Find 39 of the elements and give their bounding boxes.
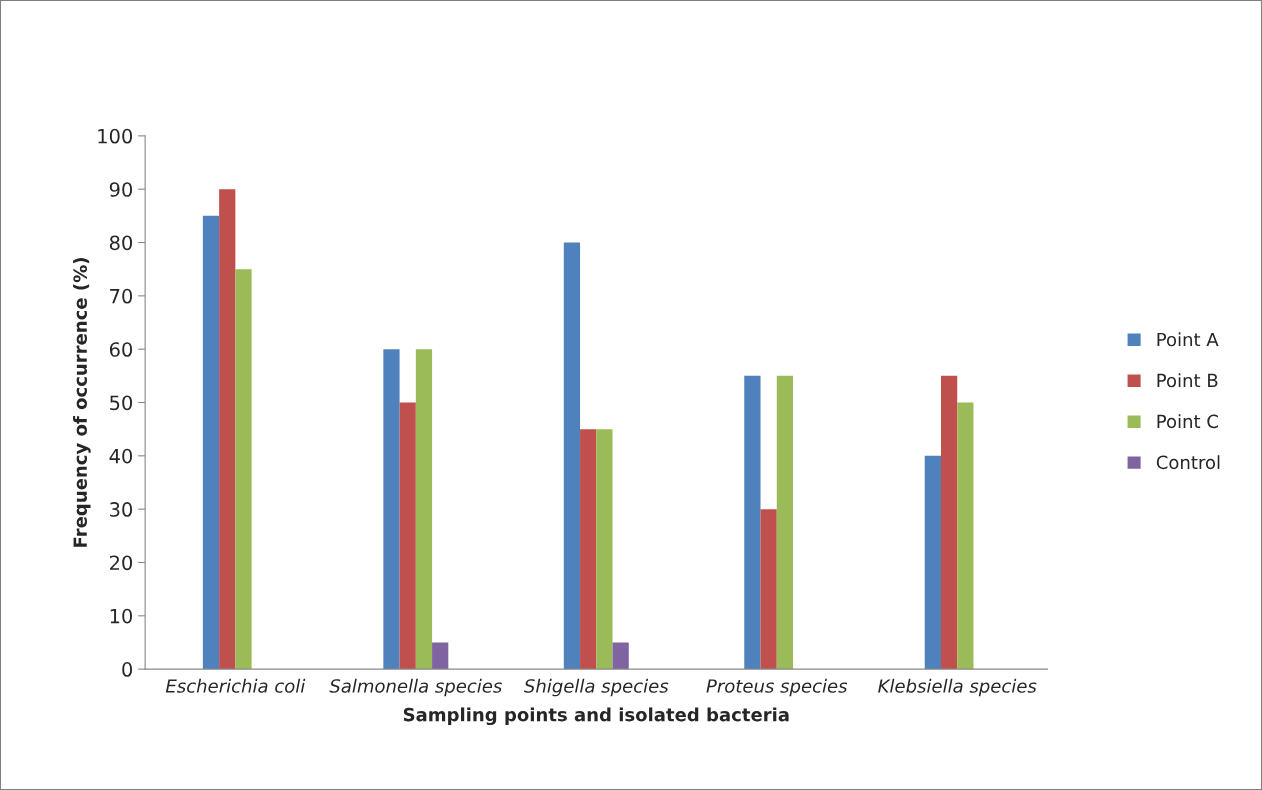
bar [219, 189, 236, 670]
bar [563, 242, 581, 670]
y-tick-label: 10 [110, 608, 133, 624]
bar [383, 349, 400, 670]
y-tick-label: 80 [109, 235, 133, 251]
bar [612, 642, 629, 670]
y-tick-label: 90 [109, 182, 133, 197]
x-axis-title: Sampling points and isolated bacteria [403, 707, 789, 726]
y-tick-label: 20 [110, 555, 133, 571]
y-tick-label: 70 [110, 288, 133, 304]
x-tick-label: Proteus species [706, 678, 848, 697]
bar [235, 269, 252, 670]
x-tick-label: Escherichia coli [165, 678, 306, 693]
bar [399, 402, 416, 670]
x-tick-label: Klebsiella species [878, 678, 1037, 697]
legend-label: Point A [1157, 332, 1219, 347]
y-tick-label: 30 [110, 502, 133, 517]
bar [940, 375, 958, 670]
bar [432, 642, 449, 670]
legend-label: Point B [1157, 373, 1218, 388]
y-tick-label: 50 [110, 395, 133, 411]
bar [415, 349, 433, 670]
x-tick-label: Salmonella species [329, 678, 502, 697]
x-tick-label: Shigella species [524, 678, 669, 697]
bar [760, 509, 777, 670]
legend-label: Control [1156, 455, 1220, 470]
bar [580, 429, 597, 670]
legend-label: Point C [1157, 414, 1218, 429]
y-tick-label: 40 [109, 448, 133, 464]
y-tick-label: 100 [98, 128, 133, 144]
y-axis-title: Frequency of occurrence (%) [73, 258, 91, 547]
bar [776, 375, 793, 670]
bar [202, 215, 220, 670]
bar [596, 429, 613, 670]
y-tick-label: 60 [109, 342, 133, 357]
bar [924, 455, 941, 670]
bar [744, 375, 761, 670]
y-tick-label: 0 [122, 662, 133, 677]
bar [957, 402, 974, 670]
